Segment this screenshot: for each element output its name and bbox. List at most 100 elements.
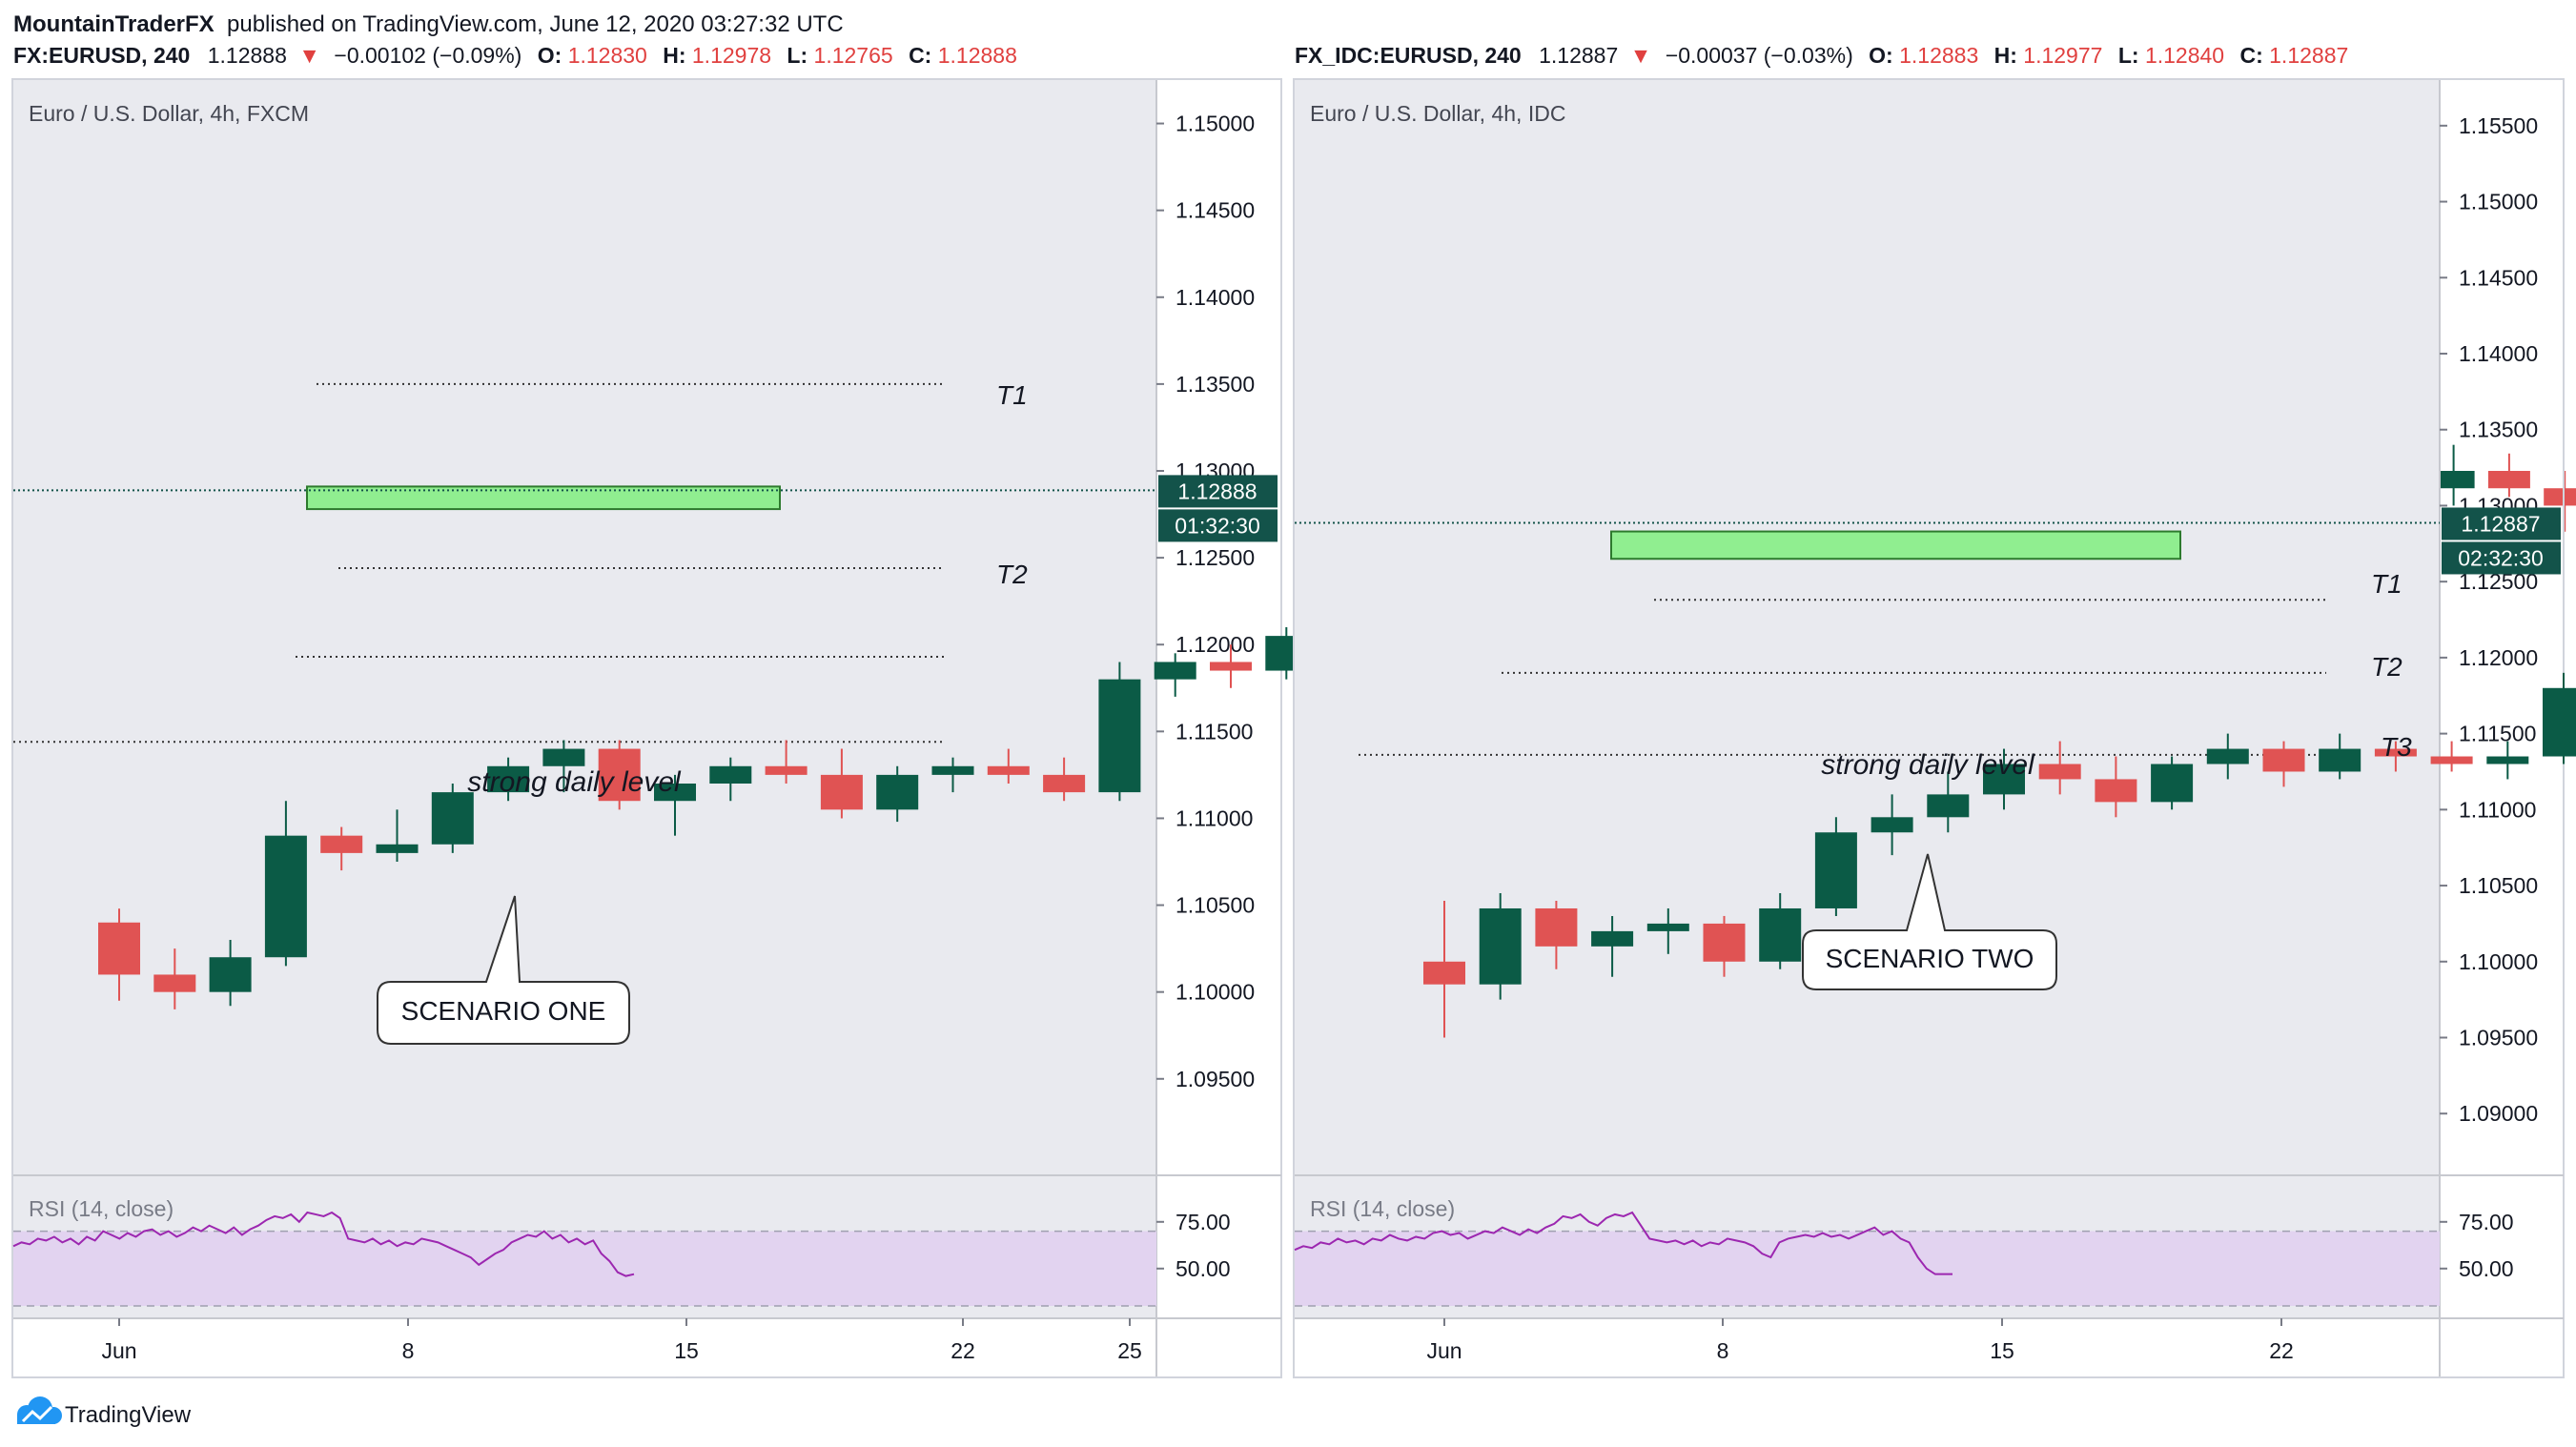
chart-right: FX_IDC:EURUSD, 240 1.12887 ▼ −0.00037 (−…	[1293, 43, 2576, 1378]
candle-body	[1479, 907, 1522, 985]
rsi-tick-label: 50.00	[2459, 1256, 2514, 1281]
time-tick-label: 15	[1990, 1338, 2014, 1363]
callout-text: SCENARIO TWO	[1826, 944, 2034, 973]
price-tick-label: 1.09500	[2459, 1026, 2538, 1050]
price-tick-label: 1.10000	[1176, 980, 1255, 1005]
low-value: 1.12765	[814, 43, 893, 68]
zone-rect	[306, 485, 781, 511]
target-label: T1	[996, 380, 1028, 410]
close-label: C:	[2239, 43, 2262, 68]
price-axis[interactable]: 1.155001.150001.145001.140001.135001.130…	[2440, 113, 2538, 1126]
low-label: L:	[787, 43, 808, 68]
candle-body	[2374, 748, 2417, 757]
candle-body	[2487, 471, 2530, 489]
open-value: 1.12830	[568, 43, 647, 68]
strong-daily-level-label: strong daily level	[1821, 749, 2035, 781]
callout-bubble	[377, 895, 630, 1045]
price-tick-label: 1.10500	[1176, 893, 1255, 918]
countdown-tag-text: 02:32:30	[2458, 545, 2544, 570]
price-tick-label: 1.10500	[2459, 873, 2538, 898]
price-tick-label: 1.13500	[2459, 418, 2538, 442]
price-tick-label: 1.09500	[1176, 1067, 1255, 1091]
price-tick-label: 1.14500	[1176, 198, 1255, 223]
last-price-tag-text: 1.12887	[2461, 511, 2540, 536]
symbol-label: FX:EURUSD, 240	[13, 43, 190, 68]
candle-body	[2262, 748, 2305, 772]
candle-body	[1871, 817, 1913, 833]
tradingview-logo[interactable]: TradingView	[17, 1396, 192, 1428]
open-value: 1.12883	[1899, 43, 1978, 68]
candle-body	[2543, 687, 2576, 757]
price-tick-label: 1.14000	[2459, 341, 2538, 366]
change-value: −0.00102 (−0.09%)	[334, 43, 521, 68]
high-label: H:	[1994, 43, 2017, 68]
last-price-tag	[1158, 475, 1278, 508]
time-tick-label: 25	[1117, 1338, 1142, 1363]
candle-body	[1759, 907, 1802, 962]
entry-zone[interactable]	[306, 485, 781, 511]
price-tick-label: 1.15000	[1176, 112, 1255, 136]
author-name[interactable]: MountainTraderFX	[13, 11, 215, 37]
price-pane[interactable]	[1295, 80, 2440, 1174]
callout-bubble	[1802, 853, 2057, 990]
callout-scenario-two[interactable]: SCENARIO TWO	[1802, 853, 2057, 990]
last-price: 1.12888	[208, 43, 287, 68]
countdown-tag	[2442, 541, 2561, 575]
series-legend: Euro / U.S. Dollar, 4h, FXCM	[29, 101, 309, 126]
rsi-label: RSI (14, close)	[1310, 1196, 1455, 1221]
high-value: 1.12978	[692, 43, 771, 68]
countdown-tag	[1158, 509, 1278, 542]
rsi-tick-label: 75.00	[1176, 1210, 1231, 1234]
svg-text:FX_IDC:EURUSD, 240 1.1: FX_IDC:EURUSD, 240 1.12887 ▼ −0.00037 (−…	[1295, 43, 2348, 68]
candle-body	[264, 835, 307, 958]
rsi-tick-label: 50.00	[1176, 1256, 1231, 1281]
price-tick-label: 1.15500	[2459, 113, 2538, 138]
rsi-band	[1295, 1231, 2440, 1306]
candle-body	[931, 765, 974, 775]
time-axis[interactable]: Jun 8 15 22	[1426, 1318, 2294, 1363]
candle-body	[1814, 832, 1857, 908]
rsi-line	[1294, 1211, 1952, 1275]
candle-body	[1154, 662, 1196, 680]
price-axis[interactable]: 1.150001.145001.140001.135001.130001.125…	[1156, 112, 1255, 1091]
candle-body	[2038, 764, 2081, 780]
rsi-axis: 75.00 50.00	[1156, 1210, 1231, 1281]
candle-body	[1983, 764, 2025, 795]
price-tick-label: 1.14000	[1176, 285, 1255, 310]
zone-rect	[1610, 530, 2181, 560]
price-tick-label: 1.11000	[1176, 805, 1253, 830]
price-tick-label: 1.11000	[2459, 797, 2536, 822]
candle-body	[2544, 488, 2576, 506]
candles	[1423, 672, 2576, 1038]
last-price-tag	[2442, 507, 2561, 540]
candle-body	[876, 774, 919, 810]
time-tick-label: 22	[2269, 1338, 2294, 1363]
candle-body	[987, 765, 1030, 775]
open-label: O:	[538, 43, 562, 68]
candle-body	[1703, 923, 1746, 962]
symbol-info-left: FX:EURUSD, 240 1.12888 ▼ −0.00102 (−0.09…	[13, 43, 1017, 68]
candle-body	[2486, 756, 2529, 764]
callout-scenario-one[interactable]: SCENARIO ONE	[377, 895, 630, 1045]
candle-body	[98, 922, 140, 975]
candle-body	[209, 957, 252, 992]
candle-body	[1927, 794, 1970, 818]
candle-body	[2319, 748, 2361, 772]
close-value: 1.12887	[2269, 43, 2348, 68]
rsi-tick-label: 75.00	[2459, 1210, 2514, 1234]
target-label: T2	[2371, 652, 2402, 682]
target-levels	[13, 382, 944, 744]
tradingview-wordmark: TradingView	[65, 1402, 192, 1428]
price-tick-label: 1.11500	[1176, 719, 1253, 744]
time-tick-label: 8	[1717, 1338, 1729, 1363]
candle-body	[2206, 748, 2249, 764]
target-levels	[1359, 599, 2326, 756]
time-axis[interactable]: Jun 8 15 22 25	[101, 1318, 1142, 1363]
high-label: H:	[663, 43, 685, 68]
price-tick-label: 1.12000	[2459, 645, 2538, 670]
entry-zone[interactable]	[1610, 530, 2181, 560]
price-tick-label: 1.15000	[2459, 190, 2538, 214]
candle-body	[2430, 756, 2473, 764]
price-tick-label: 1.11500	[2459, 722, 2536, 746]
